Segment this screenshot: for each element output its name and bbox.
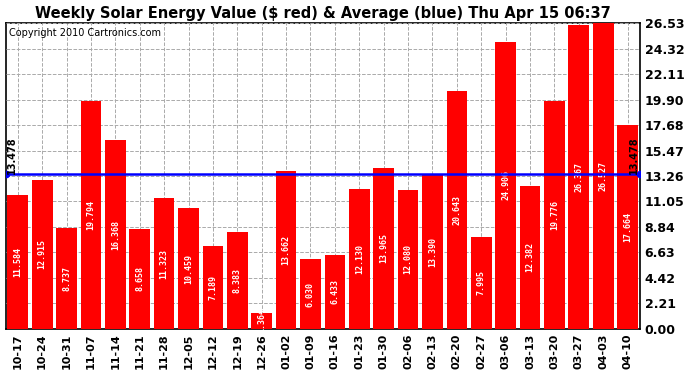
Text: 12.915: 12.915 [38,239,47,269]
Text: 8.658: 8.658 [135,267,144,291]
Text: 13.965: 13.965 [380,233,388,263]
Bar [422,174,443,329]
Text: 13.478: 13.478 [7,136,17,174]
Text: 12.382: 12.382 [526,243,535,273]
Text: 19.794: 19.794 [86,200,95,230]
Bar [105,140,126,329]
Text: 11.584: 11.584 [13,247,22,277]
Bar [81,101,101,329]
Bar [373,168,394,329]
Bar [397,190,418,329]
Bar [203,246,224,329]
Bar [129,229,150,329]
Text: 7.995: 7.995 [477,270,486,295]
Text: 26.367: 26.367 [574,162,583,192]
Bar [324,255,345,329]
Text: 8.383: 8.383 [233,268,241,293]
Text: 13.662: 13.662 [282,235,290,265]
Text: 17.664: 17.664 [623,212,632,242]
Bar [618,125,638,329]
Bar [251,313,272,329]
Text: 13.390: 13.390 [428,237,437,267]
Bar [276,171,297,329]
Text: 11.323: 11.323 [159,249,168,279]
Bar [56,228,77,329]
Text: 1.364: 1.364 [257,309,266,333]
Text: 6.030: 6.030 [306,282,315,307]
Text: 6.433: 6.433 [331,279,339,304]
Text: 24.906: 24.906 [501,170,510,200]
Bar [300,260,321,329]
Text: Copyright 2010 Cartronics.com: Copyright 2010 Cartronics.com [9,28,161,38]
Bar [520,186,540,329]
Bar [227,232,248,329]
Bar [495,42,516,329]
Bar [471,237,492,329]
Text: 19.776: 19.776 [550,200,559,230]
Bar [178,208,199,329]
Title: Weekly Solar Energy Value ($ red) & Average (blue) Thu Apr 15 06:37: Weekly Solar Energy Value ($ red) & Aver… [34,6,611,21]
Text: 7.189: 7.189 [208,275,217,300]
Text: 8.737: 8.737 [62,266,71,291]
Bar [32,180,52,329]
Bar [544,101,565,329]
Bar [569,25,589,329]
Bar [8,195,28,329]
Text: 13.478: 13.478 [629,136,640,174]
Text: 12.080: 12.080 [404,244,413,274]
Text: 16.368: 16.368 [111,219,120,249]
Bar [593,23,613,329]
Bar [446,91,467,329]
Bar [154,198,175,329]
Text: 12.130: 12.130 [355,244,364,274]
Text: 10.459: 10.459 [184,254,193,284]
Text: 20.643: 20.643 [453,195,462,225]
Bar [349,189,370,329]
Text: 26.527: 26.527 [599,161,608,191]
